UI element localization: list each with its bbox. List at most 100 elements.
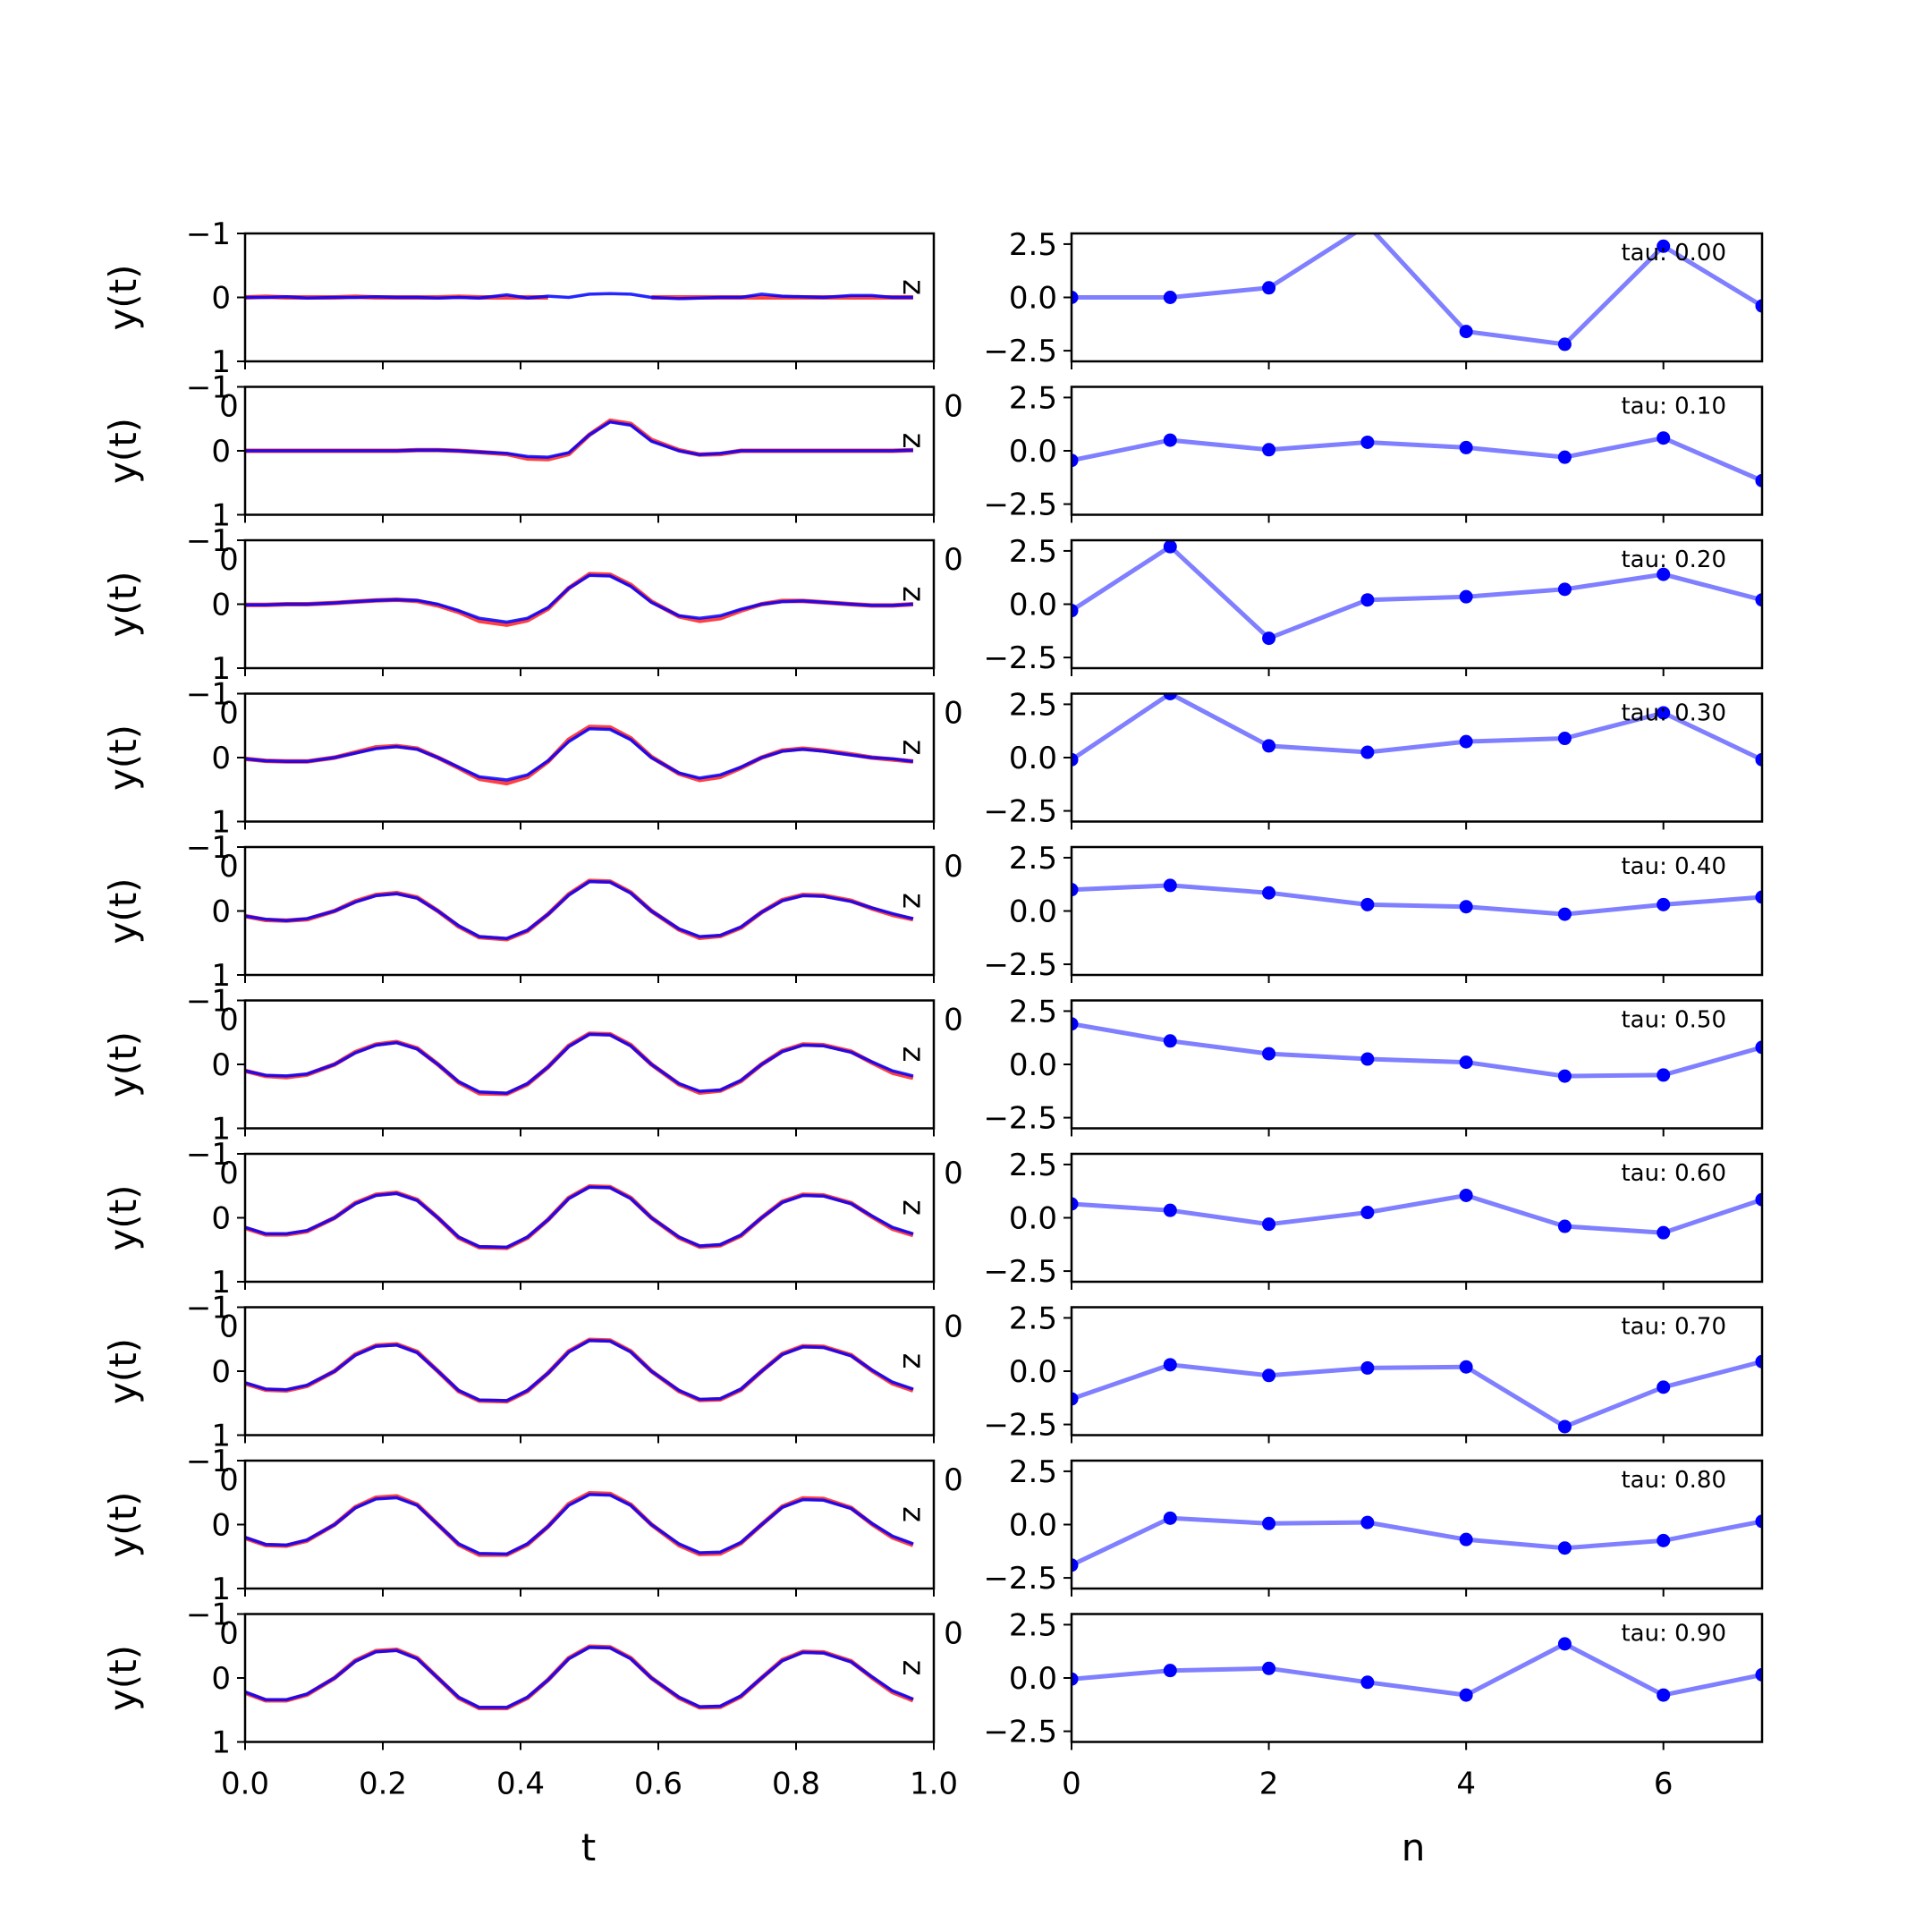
coefficient-point bbox=[1072, 291, 1079, 304]
stray-zero-label: 0 bbox=[944, 1616, 963, 1652]
y-tick-label: −1 bbox=[186, 1291, 231, 1326]
y-tick-label: 0.0 bbox=[1009, 281, 1057, 317]
y-tick-label: 2.5 bbox=[1009, 1607, 1057, 1643]
x-tick-label: 2 bbox=[1259, 1767, 1279, 1802]
x-tick-label: 0.8 bbox=[772, 1767, 820, 1802]
y-tick-label: 2.5 bbox=[1009, 1454, 1057, 1490]
y-tick-label: 0 bbox=[211, 1661, 231, 1697]
stray-z-label: z bbox=[895, 1506, 931, 1522]
stray-z-label: z bbox=[895, 1353, 931, 1369]
y-tick-label: 0 bbox=[211, 588, 231, 623]
coefficient-point bbox=[1072, 1392, 1079, 1406]
y-tick-label: 2.5 bbox=[1009, 687, 1057, 723]
right-subplot-1: 2.5 0.0 −2.5 tau: 0.10 bbox=[983, 380, 1764, 523]
y-axis-label: y(t) bbox=[101, 264, 145, 330]
coefficient-point bbox=[1360, 593, 1375, 607]
coefficient-point bbox=[1163, 433, 1177, 447]
coefficient-point bbox=[1262, 1368, 1276, 1383]
coefficient-point bbox=[1262, 281, 1276, 295]
coefficient-point bbox=[1072, 883, 1079, 897]
coefficient-line bbox=[1072, 1641, 1762, 1698]
coefficient-point bbox=[1557, 1219, 1572, 1233]
series-blue-line bbox=[245, 1645, 914, 1709]
coefficient-point bbox=[1459, 1055, 1473, 1070]
coefficient-point bbox=[1262, 886, 1276, 900]
coefficient-line bbox=[1072, 1515, 1762, 1568]
y-tick-label: −1 bbox=[186, 984, 231, 1020]
y-tick-label: −1 bbox=[186, 830, 231, 866]
stray-zero-label: 0 bbox=[944, 389, 963, 425]
coefficient-point bbox=[1459, 734, 1473, 749]
right-subplot-8: 2.5 0.0 −2.5 tau: 0.80 bbox=[983, 1454, 1764, 1597]
y-tick-label: 1 bbox=[211, 1572, 231, 1607]
y-tick-label: 0 bbox=[211, 1508, 231, 1544]
series-blue-line bbox=[245, 727, 914, 782]
y-tick-label: 1 bbox=[211, 1265, 231, 1301]
stray-zero-label: 0 bbox=[219, 1616, 239, 1652]
right-subplot-7: 2.5 0.0 −2.5 tau: 0.70 bbox=[983, 1301, 1764, 1444]
y-tick-label: 0.0 bbox=[1009, 1661, 1057, 1697]
y-axis-label: y(t) bbox=[101, 418, 145, 484]
stray-zero-label: 0 bbox=[219, 1156, 239, 1191]
right-x-axis-label: n bbox=[1402, 1826, 1426, 1869]
coefficient-point bbox=[1755, 299, 1762, 313]
coefficient-point bbox=[1360, 218, 1374, 232]
y-tick-label: 1 bbox=[211, 805, 231, 841]
y-tick-label: 0.0 bbox=[1009, 1354, 1057, 1390]
coefficient-point bbox=[1163, 540, 1177, 554]
coefficient-point bbox=[1360, 745, 1375, 759]
y-tick-label: 1 bbox=[211, 651, 231, 687]
coefficient-point bbox=[1072, 1672, 1079, 1686]
coefficient-point bbox=[1262, 631, 1276, 646]
left-axes-frame bbox=[243, 1306, 936, 1436]
series-blue-line bbox=[245, 1032, 914, 1095]
right-subplot-6: 2.5 0.0 −2.5 tau: 0.60 bbox=[983, 1148, 1764, 1290]
coefficient-point bbox=[1360, 1675, 1375, 1690]
right-subplot-3: 2.5 0.0 −2.5 tau: 0.30 bbox=[983, 687, 1764, 830]
y-tick-label: −2.5 bbox=[983, 1408, 1057, 1444]
coefficient-point bbox=[1557, 450, 1572, 464]
stray-z-label: z bbox=[895, 279, 931, 295]
y-tick-label: −2.5 bbox=[983, 487, 1057, 523]
y-tick-label: −1 bbox=[186, 370, 231, 406]
coefficient-point bbox=[1163, 1203, 1177, 1217]
coefficient-line bbox=[1072, 233, 1762, 347]
coefficient-point bbox=[1657, 1533, 1671, 1547]
stray-zero-label: 0 bbox=[944, 1156, 963, 1191]
series-blue-line bbox=[245, 292, 913, 301]
left-axes-frame bbox=[243, 845, 936, 977]
coefficient-point bbox=[1657, 706, 1671, 720]
coefficient-point bbox=[1755, 1192, 1762, 1207]
y-axis-label: y(t) bbox=[101, 1645, 145, 1711]
right-subplot-4: 2.5 0.0 −2.5 tau: 0.40 bbox=[983, 841, 1764, 983]
coefficient-point bbox=[1755, 1667, 1762, 1682]
y-tick-label: 1 bbox=[211, 1112, 231, 1148]
coefficient-point bbox=[1163, 291, 1177, 304]
stray-z-label: z bbox=[895, 1660, 931, 1676]
coefficient-line bbox=[1072, 883, 1762, 917]
x-tick-label: 0.6 bbox=[634, 1767, 682, 1802]
right-subplot-0: 2.5 0.0 −2.5 tau: 0.00 bbox=[983, 218, 1764, 369]
y-tick-label: 0.0 bbox=[1009, 894, 1057, 930]
y-tick-label: −1 bbox=[186, 1137, 231, 1173]
coefficient-point bbox=[1163, 1664, 1177, 1678]
y-tick-label: 1 bbox=[211, 958, 231, 994]
coefficient-point bbox=[1459, 589, 1473, 604]
y-tick-label: 0.0 bbox=[1009, 741, 1057, 776]
coefficient-point bbox=[1557, 907, 1572, 921]
y-tick-label: −1 bbox=[186, 523, 231, 559]
coefficient-point bbox=[1262, 1046, 1276, 1061]
y-axis-label: y(t) bbox=[101, 1031, 145, 1097]
series-blue-line bbox=[245, 573, 914, 624]
tau-label: tau: 0.80 bbox=[1621, 1467, 1726, 1494]
coefficient-point bbox=[1163, 1511, 1177, 1525]
x-tick-label: 6 bbox=[1654, 1767, 1674, 1802]
series-blue-line bbox=[245, 1185, 914, 1250]
y-axis-label: y(t) bbox=[101, 877, 145, 944]
coefficient-point bbox=[1657, 897, 1671, 911]
coefficient-point bbox=[1360, 1360, 1375, 1375]
coefficient-point bbox=[1163, 1034, 1177, 1048]
